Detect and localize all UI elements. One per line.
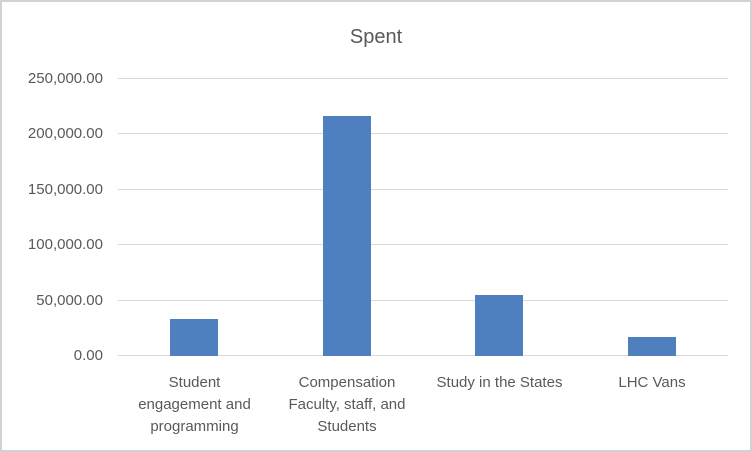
bar[interactable] xyxy=(627,337,676,356)
bar[interactable] xyxy=(475,295,524,356)
y-axis-label: 200,000.00 xyxy=(27,125,103,143)
gridline xyxy=(118,78,728,79)
gridline xyxy=(118,355,728,356)
y-axis-label: 100,000.00 xyxy=(27,236,103,254)
gridline xyxy=(118,188,728,190)
gridline xyxy=(118,244,728,246)
bar[interactable] xyxy=(170,319,219,356)
gridline xyxy=(118,299,728,301)
y-axis-label: 250,000.00 xyxy=(27,70,103,87)
x-axis-label: Student engagement and programming xyxy=(138,374,251,435)
y-axis-label: 50,000.00 xyxy=(36,291,103,309)
x-axis-label: LHC Vans xyxy=(618,374,686,391)
y-axis-label: 150,000.00 xyxy=(27,180,103,198)
x-axis-label: Compensation Faculty, staff, and Student… xyxy=(288,374,406,435)
gridline xyxy=(118,133,728,135)
bar[interactable] xyxy=(322,115,371,356)
x-axis-label: Study in the States xyxy=(436,374,563,391)
plot-area xyxy=(118,78,728,356)
y-axis-label: 0.00 xyxy=(73,347,103,364)
chart-title: Spent xyxy=(349,26,403,48)
